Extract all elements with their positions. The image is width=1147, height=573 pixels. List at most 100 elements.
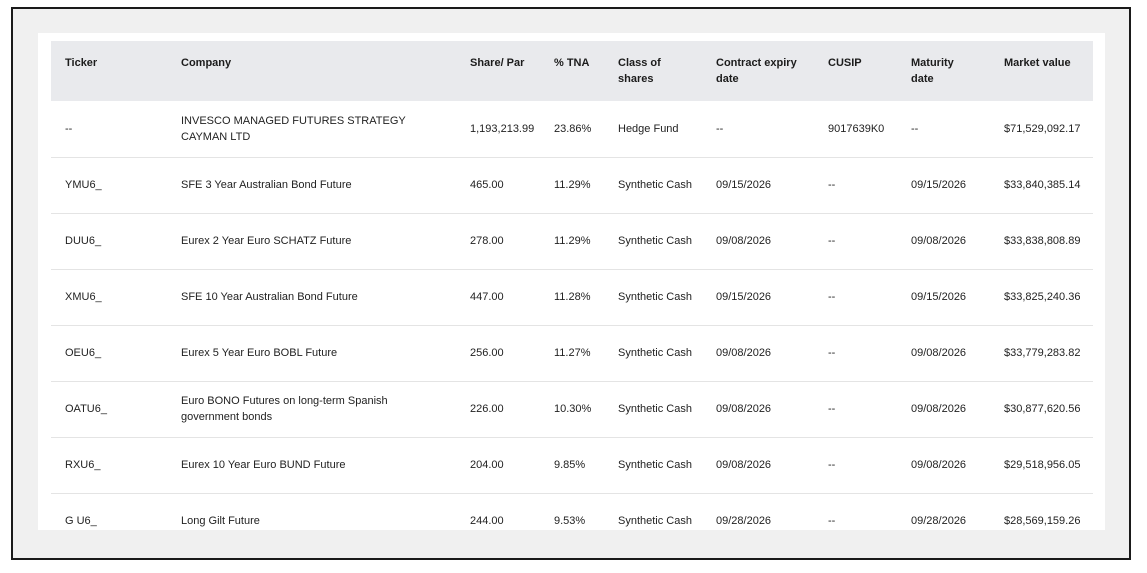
- cell-ticker: --: [51, 101, 167, 158]
- header-market-value[interactable]: Market value: [990, 41, 1093, 101]
- header-tna-label: % TNA: [554, 57, 590, 69]
- cell-class: Synthetic Cash: [604, 157, 702, 214]
- header-company-label: Company: [181, 57, 232, 69]
- header-share-par[interactable]: Share/ Par: [456, 41, 540, 101]
- cell-expiry: 09/15/2026: [702, 157, 814, 214]
- cell-expiry: 09/08/2026: [702, 213, 814, 270]
- cell-cusip: --: [814, 269, 897, 326]
- cell-ticker: DUU6_: [51, 213, 167, 270]
- header-market-value-label: Market value: [1004, 57, 1071, 69]
- cell-tna: 10.30%: [540, 381, 604, 438]
- cell-class: Hedge Fund: [604, 101, 702, 158]
- cell-tna: 11.29%: [540, 157, 604, 214]
- cell-expiry: 09/08/2026: [702, 381, 814, 438]
- cell-maturity: 09/08/2026: [897, 325, 990, 382]
- cell-cusip: --: [814, 493, 897, 530]
- header-tna[interactable]: % TNA: [540, 41, 604, 101]
- table-row: OATU6_ Euro BONO Futures on long-term Sp…: [51, 381, 1093, 438]
- header-class-of-shares[interactable]: Class of shares: [604, 41, 702, 101]
- cell-cusip: --: [814, 381, 897, 438]
- table-row: RXU6_ Eurex 10 Year Euro BUND Future 204…: [51, 437, 1093, 494]
- cell-maturity: --: [897, 101, 990, 158]
- cell-expiry: 09/08/2026: [702, 325, 814, 382]
- cell-share-par: 278.00: [456, 213, 540, 270]
- cell-share-par: 226.00: [456, 381, 540, 438]
- cell-share-par: 204.00: [456, 437, 540, 494]
- header-expiry-line1: Contract expiry: [716, 57, 797, 69]
- cell-tna: 9.85%: [540, 437, 604, 494]
- cell-tna: 9.53%: [540, 493, 604, 530]
- header-company[interactable]: Company: [167, 41, 456, 101]
- cell-ticker: OATU6_: [51, 381, 167, 438]
- cell-company: SFE 3 Year Australian Bond Future: [167, 157, 456, 214]
- cell-class: Synthetic Cash: [604, 213, 702, 270]
- cell-share-par: 1,193,213.99: [456, 101, 540, 158]
- cell-class: Synthetic Cash: [604, 269, 702, 326]
- cell-market-value: $29,518,956.05: [990, 437, 1093, 494]
- table-body: -- INVESCO MANAGED FUTURES STRATEGY CAYM…: [51, 101, 1093, 530]
- cell-expiry: --: [702, 101, 814, 158]
- cell-company: SFE 10 Year Australian Bond Future: [167, 269, 456, 326]
- cell-expiry: 09/15/2026: [702, 269, 814, 326]
- cell-company: Eurex 5 Year Euro BOBL Future: [167, 325, 456, 382]
- header-ticker-label: Ticker: [65, 57, 98, 69]
- cell-market-value: $33,840,385.14: [990, 157, 1093, 214]
- table-row: XMU6_ SFE 10 Year Australian Bond Future…: [51, 269, 1093, 326]
- cell-maturity: 09/28/2026: [897, 493, 990, 530]
- header-maturity-date[interactable]: Maturity date: [897, 41, 990, 101]
- cell-ticker: G U6_: [51, 493, 167, 530]
- cell-market-value: $33,825,240.36: [990, 269, 1093, 326]
- cell-maturity: 09/08/2026: [897, 213, 990, 270]
- header-class-line1: Class of: [618, 57, 661, 69]
- cell-ticker: YMU6_: [51, 157, 167, 214]
- cell-tna: 11.28%: [540, 269, 604, 326]
- cell-cusip: --: [814, 325, 897, 382]
- table-row: YMU6_ SFE 3 Year Australian Bond Future …: [51, 157, 1093, 214]
- table-header: Ticker Company Share/ Par % TNA Class of…: [51, 41, 1093, 101]
- cell-company: INVESCO MANAGED FUTURES STRATEGY CAYMAN …: [167, 101, 456, 158]
- cell-expiry: 09/28/2026: [702, 493, 814, 530]
- cell-company: Long Gilt Future: [167, 493, 456, 530]
- cell-expiry: 09/08/2026: [702, 437, 814, 494]
- screenshot-frame: Ticker Company Share/ Par % TNA Class of…: [11, 7, 1131, 560]
- cell-tna: 11.29%: [540, 213, 604, 270]
- cell-class: Synthetic Cash: [604, 381, 702, 438]
- table-row: DUU6_ Eurex 2 Year Euro SCHATZ Future 27…: [51, 213, 1093, 270]
- cell-tna: 11.27%: [540, 325, 604, 382]
- cell-company: Euro BONO Futures on long-term Spanish g…: [167, 381, 456, 438]
- holdings-panel: Ticker Company Share/ Par % TNA Class of…: [38, 33, 1105, 530]
- cell-class: Synthetic Cash: [604, 493, 702, 530]
- cell-share-par: 465.00: [456, 157, 540, 214]
- header-cusip[interactable]: CUSIP: [814, 41, 897, 101]
- header-cusip-label: CUSIP: [828, 57, 862, 69]
- cell-maturity: 09/08/2026: [897, 437, 990, 494]
- cell-market-value: $71,529,092.17: [990, 101, 1093, 158]
- holdings-table: Ticker Company Share/ Par % TNA Class of…: [51, 41, 1093, 530]
- cell-ticker: XMU6_: [51, 269, 167, 326]
- cell-company: Eurex 10 Year Euro BUND Future: [167, 437, 456, 494]
- cell-share-par: 447.00: [456, 269, 540, 326]
- cell-share-par: 244.00: [456, 493, 540, 530]
- header-contract-expiry[interactable]: Contract expiry date: [702, 41, 814, 101]
- table-row: -- INVESCO MANAGED FUTURES STRATEGY CAYM…: [51, 101, 1093, 158]
- header-share-par-label: Share/ Par: [470, 57, 525, 69]
- cell-market-value: $28,569,159.26: [990, 493, 1093, 530]
- cell-tna: 23.86%: [540, 101, 604, 158]
- cell-market-value: $30,877,620.56: [990, 381, 1093, 438]
- cell-cusip: 9017639K0: [814, 101, 897, 158]
- cell-company: Eurex 2 Year Euro SCHATZ Future: [167, 213, 456, 270]
- cell-cusip: --: [814, 157, 897, 214]
- header-ticker[interactable]: Ticker: [51, 41, 167, 101]
- cell-market-value: $33,838,808.89: [990, 213, 1093, 270]
- cell-market-value: $33,779,283.82: [990, 325, 1093, 382]
- cell-class: Synthetic Cash: [604, 325, 702, 382]
- header-maturity-line2: date: [911, 73, 934, 85]
- cell-cusip: --: [814, 213, 897, 270]
- cell-maturity: 09/15/2026: [897, 157, 990, 214]
- table-row: G U6_ Long Gilt Future 244.00 9.53% Synt…: [51, 493, 1093, 530]
- cell-maturity: 09/08/2026: [897, 381, 990, 438]
- cell-ticker: OEU6_: [51, 325, 167, 382]
- table-row: OEU6_ Eurex 5 Year Euro BOBL Future 256.…: [51, 325, 1093, 382]
- header-class-line2: shares: [618, 73, 654, 85]
- cell-class: Synthetic Cash: [604, 437, 702, 494]
